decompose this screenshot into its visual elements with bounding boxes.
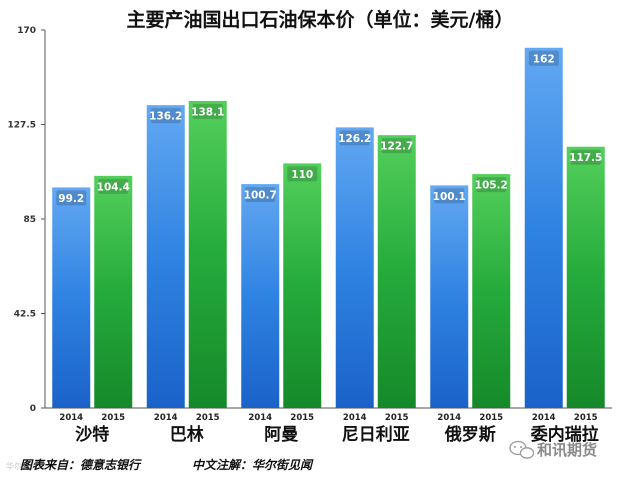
watermark: 华尔街见闻 xyxy=(6,461,46,471)
category-label: 委内瑞拉 xyxy=(530,424,599,445)
value-label-badge xyxy=(245,187,276,203)
y-tick-label: 127.5 xyxy=(8,121,36,131)
value-label-badge xyxy=(56,190,87,206)
bar-2014 xyxy=(430,185,469,408)
y-tick-label: 170 xyxy=(17,26,36,36)
bar-2014 xyxy=(241,184,280,408)
value-label: 162 xyxy=(533,53,555,65)
y-tick-label: 0 xyxy=(30,404,36,414)
value-label-badge xyxy=(150,108,181,124)
bar-2014 xyxy=(524,47,563,408)
value-label-badge xyxy=(287,166,318,182)
category-label: 阿曼 xyxy=(264,425,298,445)
x-sublabel: 2014 xyxy=(437,413,461,423)
bar-2014 xyxy=(335,127,374,408)
value-label: 104.4 xyxy=(97,181,130,193)
y-tick-label: 42.5 xyxy=(14,310,36,320)
chart-title: 主要产油国出口石油保本价（单位：美元/桶） xyxy=(127,8,514,31)
bar-2015 xyxy=(94,175,133,408)
value-label: 110 xyxy=(291,169,313,181)
x-sublabel: 2014 xyxy=(59,413,83,423)
category-label: 沙特 xyxy=(75,424,109,445)
category-label: 俄罗斯 xyxy=(444,424,496,445)
value-label: 126.2 xyxy=(338,133,371,145)
x-sublabel: 2015 xyxy=(290,413,314,423)
x-sublabel: 2015 xyxy=(574,413,598,423)
value-label-badge xyxy=(192,103,223,119)
plot-area: 99.22014104.42015沙特136.22014138.12015巴林1… xyxy=(45,47,612,445)
value-label-badge xyxy=(98,178,129,194)
x-sublabel: 2014 xyxy=(532,413,556,423)
value-label-badge xyxy=(339,130,370,146)
value-label-badge xyxy=(528,50,559,66)
value-label: 99.2 xyxy=(58,193,84,205)
x-sublabel: 2015 xyxy=(101,413,125,423)
value-label: 105.2 xyxy=(475,180,508,192)
wechat-icon xyxy=(509,440,535,459)
value-label-badge xyxy=(381,138,412,154)
brand-name: 和讯期货 xyxy=(537,441,597,459)
bar-2015 xyxy=(472,174,511,408)
value-label: 122.7 xyxy=(380,141,413,153)
value-label: 100.1 xyxy=(433,191,466,203)
bar-2014 xyxy=(146,105,185,408)
bar-2015 xyxy=(283,163,322,408)
x-sublabel: 2015 xyxy=(479,413,503,423)
y-axis: 0 42.5 85 127.5 170 xyxy=(8,26,46,414)
x-sublabel: 2014 xyxy=(154,413,178,423)
bar-2015 xyxy=(377,135,416,408)
value-label-badge xyxy=(476,177,507,193)
value-label-badge xyxy=(434,188,465,204)
category-label: 尼日利亚 xyxy=(342,424,410,445)
source-note: 图表来自：德意志银行 xyxy=(20,458,142,472)
x-sublabel: 2015 xyxy=(385,413,409,423)
x-sublabel: 2015 xyxy=(196,413,220,423)
value-label-badge xyxy=(570,149,601,165)
category-label: 巴林 xyxy=(170,424,204,445)
value-label: 138.1 xyxy=(191,106,224,118)
bar-2015 xyxy=(566,146,605,408)
value-label: 117.5 xyxy=(569,152,602,164)
value-label: 136.2 xyxy=(149,111,182,123)
bar-2014 xyxy=(52,187,91,408)
translation-note: 中文注解：华尔街见闻 xyxy=(192,458,314,472)
x-sublabel: 2014 xyxy=(343,413,367,423)
bar-2015 xyxy=(188,100,227,408)
value-label: 100.7 xyxy=(244,190,277,202)
y-tick-label: 85 xyxy=(23,215,36,225)
x-sublabel: 2014 xyxy=(248,413,272,423)
